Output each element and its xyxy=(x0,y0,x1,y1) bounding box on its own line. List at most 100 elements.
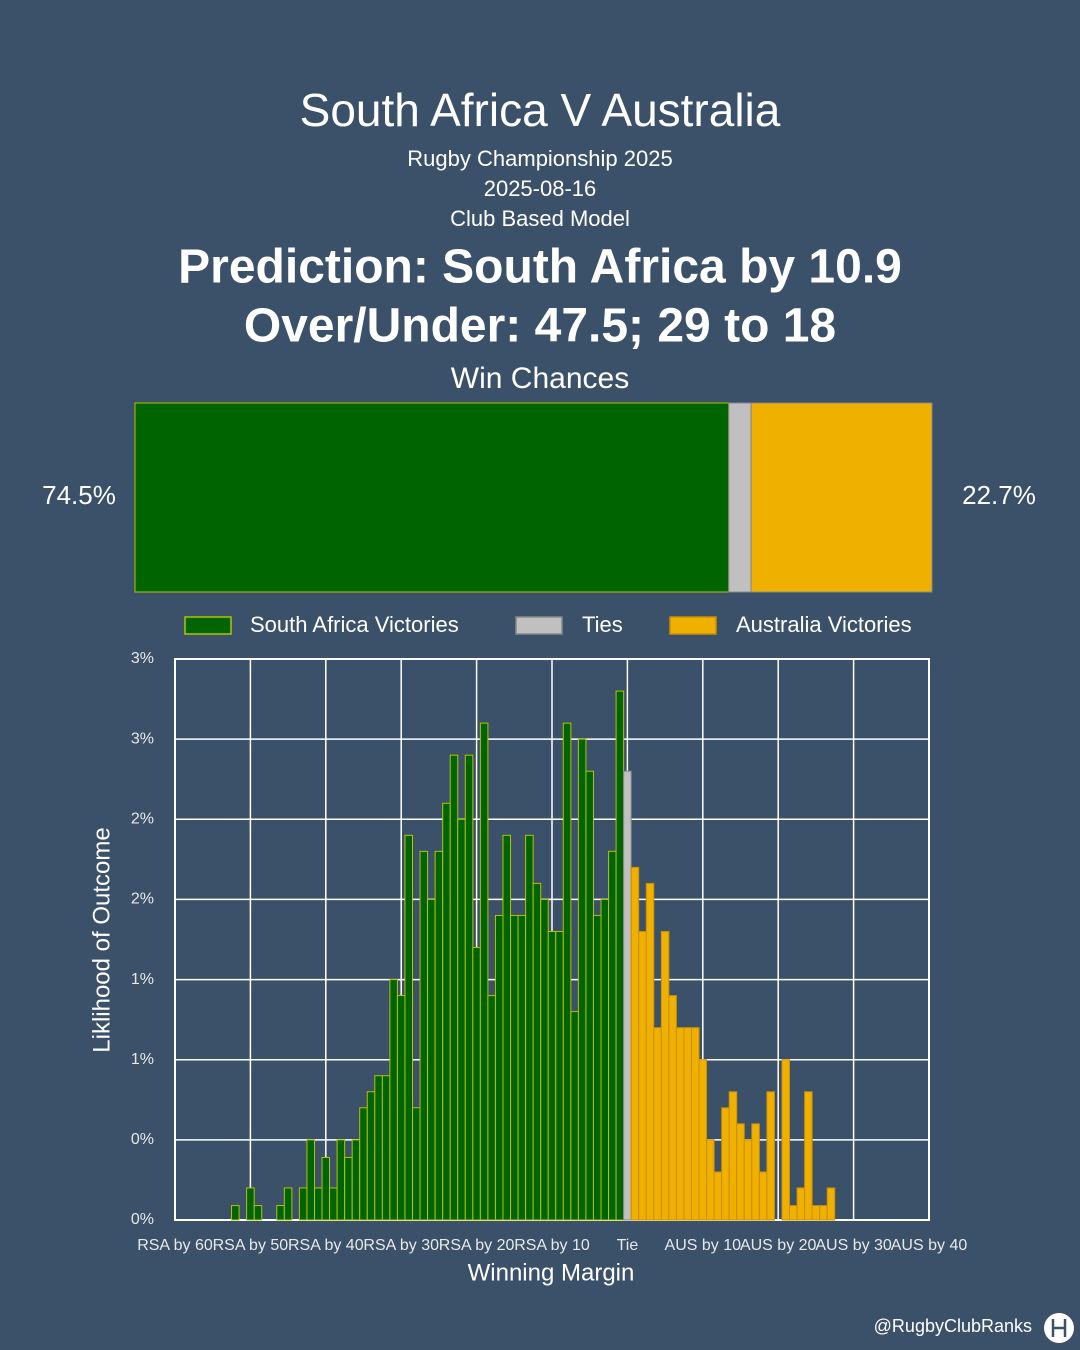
histogram-bar xyxy=(698,1059,708,1221)
legend-label: Australia Victories xyxy=(736,612,912,637)
histogram-bar xyxy=(404,834,414,1221)
y-tick-label: 0% xyxy=(131,1211,154,1228)
histogram-bar xyxy=(675,1027,685,1221)
histogram-bar xyxy=(796,1187,806,1221)
footer-handle: @RugbyClubRanks xyxy=(874,1316,1032,1336)
histogram-bar xyxy=(751,1123,760,1221)
legend-swatch xyxy=(669,616,717,635)
histogram-bar xyxy=(427,898,436,1221)
histogram-bar xyxy=(811,1205,821,1221)
x-tick-label: AUS by 10 xyxy=(665,1237,742,1254)
y-axis-label: Liklihood of Outcome xyxy=(88,827,115,1052)
histogram-bar xyxy=(442,802,451,1221)
histogram-bar xyxy=(577,738,587,1221)
histogram-bar xyxy=(819,1205,828,1221)
histogram-bar xyxy=(298,1187,308,1221)
histogram-bar xyxy=(562,722,572,1221)
histogram-bar xyxy=(570,1011,579,1221)
y-tick-label: 2% xyxy=(131,891,154,908)
histogram-bar xyxy=(283,1187,293,1221)
histogram-bar xyxy=(336,1139,346,1221)
win-bar-segment xyxy=(728,402,752,593)
histogram-bar xyxy=(540,898,549,1221)
histogram-bar xyxy=(660,930,670,1221)
x-axis-label: Winning Margin xyxy=(468,1259,635,1286)
histogram-bar xyxy=(276,1205,285,1221)
date: 2025-08-16 xyxy=(484,176,597,201)
x-tick-label: AUS by 30 xyxy=(815,1237,892,1254)
over-under: Over/Under: 47.5; 29 to 18 xyxy=(244,300,836,353)
histogram-bar xyxy=(434,850,444,1221)
histogram-bar xyxy=(344,1156,353,1221)
y-tick-label: 3% xyxy=(131,730,154,747)
histogram-bar xyxy=(728,1091,738,1221)
x-tick-label: RSA by 10 xyxy=(514,1237,590,1254)
win-bar-segment xyxy=(750,402,933,593)
win-bar-segment xyxy=(134,402,730,593)
prediction: Prediction: South Africa by 10.9 xyxy=(178,241,902,294)
x-tick-label: AUS by 20 xyxy=(740,1237,817,1254)
histogram-bar xyxy=(381,1075,391,1221)
histogram-bar xyxy=(464,754,474,1221)
histogram-bar xyxy=(804,1091,813,1221)
y-tick-label: 2% xyxy=(131,811,154,828)
histogram-bar xyxy=(389,979,398,1221)
histogram-bar xyxy=(706,1139,715,1221)
histogram-bar xyxy=(313,1187,323,1221)
histogram-bar xyxy=(585,770,594,1221)
histogram-bar xyxy=(374,1075,383,1221)
histogram-bar xyxy=(472,947,481,1221)
histogram-bar xyxy=(306,1139,315,1221)
x-tick-label: RSA by 40 xyxy=(288,1237,364,1254)
histogram-bar xyxy=(713,1171,723,1221)
histogram-bar xyxy=(351,1139,361,1221)
histogram-bar xyxy=(608,850,617,1221)
histogram-bar xyxy=(615,690,625,1221)
histogram-bar xyxy=(329,1187,338,1221)
histogram-bar xyxy=(766,1091,775,1221)
histogram-bar xyxy=(645,882,655,1221)
histogram-bar xyxy=(781,1059,791,1221)
histogram-bar xyxy=(683,1027,692,1221)
title: South Africa V Australia xyxy=(300,84,781,136)
legend-swatch xyxy=(184,616,232,635)
histogram-bar xyxy=(366,1091,376,1221)
histogram-bar xyxy=(231,1205,240,1221)
x-tick-label: RSA by 60 xyxy=(137,1237,213,1254)
x-tick-label: RSA by 30 xyxy=(363,1237,439,1254)
histogram-bar xyxy=(547,930,557,1221)
y-tick-label: 0% xyxy=(131,1131,154,1148)
histogram-bar xyxy=(668,995,677,1221)
histogram-bar xyxy=(600,898,610,1221)
y-tick-label: 3% xyxy=(131,650,154,667)
histogram-bar xyxy=(359,1107,368,1221)
histogram-bar xyxy=(253,1205,263,1221)
x-tick-label: RSA by 50 xyxy=(213,1237,289,1254)
histogram-bar xyxy=(653,1027,662,1221)
histogram-bar xyxy=(826,1187,836,1221)
histogram-bar xyxy=(246,1187,255,1221)
legend-label: South Africa Victories xyxy=(250,612,459,637)
win-chances-title: Win Chances xyxy=(451,362,629,395)
histogram-bar xyxy=(721,1107,730,1221)
histogram-bar xyxy=(419,850,429,1221)
legend-swatch xyxy=(515,616,563,635)
histogram-bar xyxy=(623,770,632,1221)
histogram-bar xyxy=(555,930,564,1221)
y-tick-label: 1% xyxy=(131,1051,154,1068)
histogram-bar xyxy=(525,834,534,1221)
legend-label: Ties xyxy=(582,612,623,637)
histogram-bar xyxy=(789,1205,798,1221)
histogram-bar xyxy=(638,930,647,1221)
histogram-bar xyxy=(321,1156,331,1221)
logo-mark xyxy=(1051,1319,1067,1337)
x-tick-label: AUS by 40 xyxy=(891,1237,968,1254)
histogram-bar xyxy=(758,1171,768,1221)
histogram-bar xyxy=(396,995,406,1221)
histogram-bar xyxy=(517,914,527,1221)
histogram-bar xyxy=(592,914,602,1221)
histogram-bar xyxy=(449,754,459,1221)
histogram-bar xyxy=(743,1139,753,1221)
